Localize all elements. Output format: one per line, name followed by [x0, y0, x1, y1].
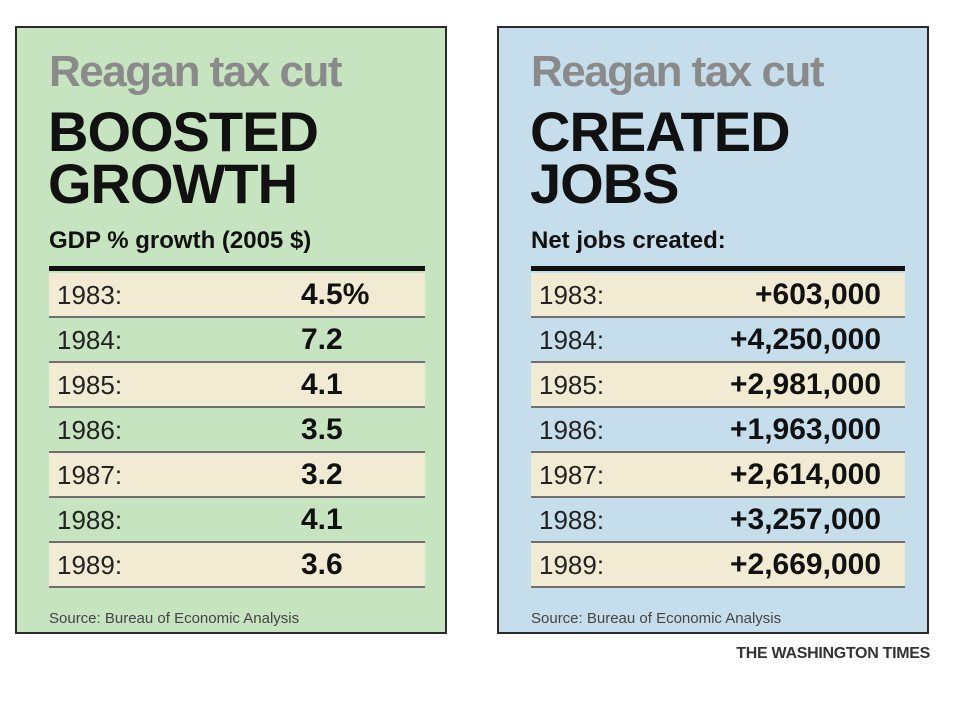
year-cell: 1988:: [539, 505, 605, 535]
left-headline-line2: GROWTH: [48, 152, 298, 215]
year-cell: 1984:: [539, 325, 605, 355]
table-row: 1983: +603,000: [531, 273, 905, 318]
jobs-value-cell: +4,250,000: [730, 323, 881, 356]
table-row: 1985: 4.1: [49, 363, 425, 408]
table-row: 1989: 3.6: [49, 543, 425, 588]
table-row: 1989: +2,669,000: [531, 543, 905, 588]
year-cell: 1989:: [57, 550, 123, 580]
left-subtitle: GDP % growth (2005 $): [49, 227, 312, 254]
publication-credit: THE WASHINGTON TIMES: [736, 645, 930, 662]
jobs-value-cell: +1,963,000: [730, 413, 881, 446]
year-cell: 1986:: [57, 415, 123, 445]
year-cell: 1984:: [57, 325, 123, 355]
gdp-value-cell: 4.5%: [301, 278, 370, 311]
year-cell: 1985:: [57, 370, 123, 400]
jobs-created-table: 1983: +603,000 1984: +4,250,000 1985: +2…: [531, 273, 905, 588]
year-cell: 1983:: [57, 280, 123, 310]
jobs-value-cell: +2,669,000: [730, 548, 881, 581]
table-row: 1987: 3.2: [49, 453, 425, 498]
table-row: 1984: 7.2: [49, 318, 425, 363]
table-row: 1988: 4.1: [49, 498, 425, 543]
gdp-value-cell: 7.2: [301, 323, 343, 356]
left-header-rule: [49, 266, 425, 271]
left-source-note: Source: Bureau of Economic Analysis: [49, 610, 300, 627]
gdp-value-cell: 4.1: [301, 368, 343, 401]
right-kicker: Reagan tax cut: [531, 47, 824, 96]
gdp-value-cell: 3.5: [301, 413, 343, 446]
jobs-created-panel: Reagan tax cut CREATED JOBS Net jobs cre…: [497, 26, 929, 634]
left-headline-line1: BOOSTED: [48, 100, 319, 163]
right-header-rule: [531, 266, 905, 271]
gdp-value-cell: 3.6: [301, 548, 343, 581]
gdp-growth-panel: Reagan tax cut BOOSTED GROWTH GDP % grow…: [15, 26, 447, 634]
year-cell: 1988:: [57, 505, 123, 535]
gdp-value-cell: 3.2: [301, 458, 343, 491]
right-headline-line2: JOBS: [530, 152, 679, 215]
table-row: 1984: +4,250,000: [531, 318, 905, 363]
jobs-value-cell: +2,981,000: [730, 368, 881, 401]
jobs-value-cell: +603,000: [755, 278, 881, 311]
table-row: 1985: +2,981,000: [531, 363, 905, 408]
year-cell: 1983:: [539, 280, 605, 310]
gdp-growth-table: 1983: 4.5% 1984: 7.2 1985: 4.1 1986: 3.5…: [49, 273, 425, 588]
left-kicker: Reagan tax cut: [49, 47, 342, 96]
jobs-value-cell: +3,257,000: [730, 503, 881, 536]
right-source-note: Source: Bureau of Economic Analysis: [531, 610, 782, 627]
year-cell: 1986:: [539, 415, 605, 445]
right-headline: CREATED JOBS: [530, 100, 791, 215]
table-row: 1988: +3,257,000: [531, 498, 905, 543]
table-row: 1986: +1,963,000: [531, 408, 905, 453]
table-row: 1986: 3.5: [49, 408, 425, 453]
right-subtitle: Net jobs created:: [531, 227, 726, 254]
table-row: 1987: +2,614,000: [531, 453, 905, 498]
left-headline: BOOSTED GROWTH: [48, 100, 319, 215]
jobs-value-cell: +2,614,000: [730, 458, 881, 491]
year-cell: 1989:: [539, 550, 605, 580]
year-cell: 1987:: [539, 460, 605, 490]
gdp-value-cell: 4.1: [301, 503, 343, 536]
right-headline-line1: CREATED: [530, 100, 791, 163]
table-row: 1983: 4.5%: [49, 273, 425, 318]
year-cell: 1985:: [539, 370, 605, 400]
year-cell: 1987:: [57, 460, 123, 490]
